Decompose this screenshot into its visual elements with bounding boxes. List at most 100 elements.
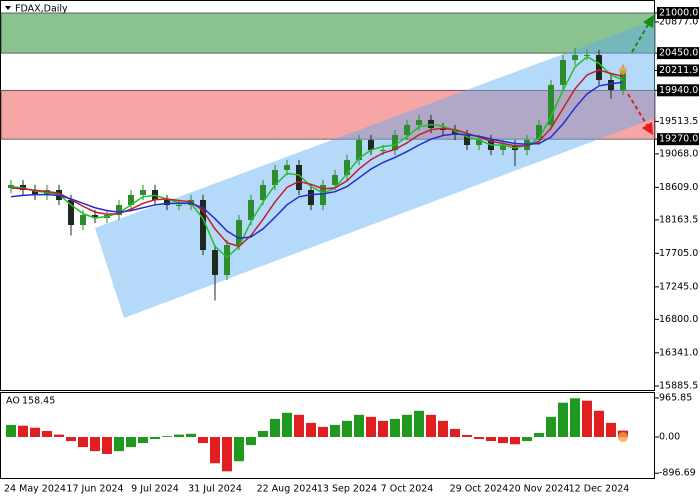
candle-body	[404, 125, 410, 136]
ao-bar	[558, 402, 568, 438]
ao-bar	[150, 437, 160, 440]
ao-bar	[66, 437, 76, 442]
candle-body	[440, 128, 446, 130]
down-arrow	[627, 93, 654, 136]
ao-bar	[162, 436, 172, 438]
candle-body	[68, 199, 74, 226]
x-tick-label: 31 Jul 2024	[188, 484, 242, 495]
ao-bar	[198, 437, 208, 444]
candle-body	[140, 190, 146, 195]
ao-bar	[186, 433, 196, 438]
ao-bar	[378, 420, 388, 438]
ao-bar	[534, 432, 544, 438]
candle-body	[392, 135, 398, 151]
x-tick-label: 13 Sep 2024	[317, 484, 377, 495]
candle-body	[308, 190, 314, 206]
ao-bar	[282, 412, 292, 438]
ao-value: 158.45	[22, 396, 55, 407]
y-tick-label: 15885.5	[659, 381, 698, 392]
candle-body	[272, 170, 278, 185]
candle-body	[80, 215, 86, 226]
ao-bar	[90, 437, 100, 452]
candle-body	[464, 135, 470, 146]
candle-body	[548, 84, 554, 126]
ao-bar	[174, 434, 184, 438]
candle-body	[344, 160, 350, 175]
candle-body	[620, 70, 626, 91]
candle-body	[452, 129, 458, 136]
ao-bar	[426, 414, 436, 438]
ao-bar	[54, 434, 64, 438]
ao-bar	[450, 428, 460, 438]
candle-body	[536, 125, 542, 140]
y-tick-label: 19940.0	[659, 85, 698, 96]
ao-bar	[330, 424, 340, 438]
ao-bar	[498, 437, 508, 444]
ao-bar	[582, 400, 592, 438]
y-tick-label: -896.69	[659, 468, 696, 479]
tick-box	[657, 64, 699, 77]
ao-bar	[510, 437, 520, 445]
ao-bar	[306, 422, 316, 438]
zone	[0, 89, 656, 140]
y-tick-label: 20877.0	[659, 16, 698, 27]
candle-body	[608, 80, 614, 91]
tick-box	[657, 6, 699, 19]
tick-box	[657, 133, 699, 146]
x-tick-label: 29 Oct 2024	[450, 484, 509, 495]
moving-average	[10, 69, 624, 248]
ao-bar	[258, 430, 268, 438]
candle-body	[260, 184, 266, 200]
ao-bar	[366, 416, 376, 438]
candle-body	[128, 194, 134, 206]
y-tick-label: 17245.0	[659, 281, 698, 292]
ao-bar	[42, 430, 52, 438]
ao-bar	[222, 437, 232, 472]
y-tick-label: 16341.0	[659, 347, 698, 358]
y-tick-label: 18163.5	[659, 214, 698, 225]
ao-bar	[114, 437, 124, 452]
candle-body	[596, 54, 602, 81]
tick-box	[657, 47, 699, 60]
candle-body	[116, 205, 122, 216]
candle-body	[248, 199, 254, 220]
x-tick-label: 7 Oct 2024	[381, 484, 434, 495]
candle-body	[32, 190, 38, 195]
ao-bar	[318, 426, 328, 438]
ao-bar	[354, 414, 364, 438]
symbol-marker	[5, 6, 11, 10]
x-tick-label: 22 Aug 2024	[257, 484, 318, 495]
last-marker	[618, 432, 628, 443]
candle-body	[476, 139, 482, 146]
ao-bar	[606, 422, 616, 438]
ao-bar	[474, 437, 484, 440]
x-tick-label: 20 Nov 2024	[509, 484, 570, 495]
ao-bar	[210, 437, 220, 464]
trend-channel	[95, 20, 655, 318]
y-tick-label: 20211.9	[659, 65, 698, 76]
candle-body	[296, 164, 302, 191]
ao-bar	[390, 418, 400, 438]
candle-body	[8, 184, 14, 189]
y-tick-label: 19068.0	[659, 148, 698, 159]
zone	[0, 12, 656, 54]
ao-title: AO	[6, 396, 20, 407]
ao-bar	[126, 437, 136, 448]
y-tick-label: 18609.0	[659, 182, 698, 193]
ao-bar	[462, 434, 472, 438]
ao-bar	[570, 398, 580, 438]
candle-body	[500, 145, 506, 151]
ao-bar	[78, 437, 88, 448]
up-arrow	[631, 14, 655, 53]
last-marker	[619, 66, 627, 75]
candle-body	[164, 199, 170, 206]
candle-body	[200, 199, 206, 251]
y-tick-label: 21000.0	[659, 7, 698, 18]
ao-bar	[6, 424, 16, 438]
y-tick-label: 965.85	[659, 393, 692, 404]
zones	[0, 12, 656, 140]
ao-bar	[594, 410, 604, 438]
candle-body	[284, 164, 290, 171]
